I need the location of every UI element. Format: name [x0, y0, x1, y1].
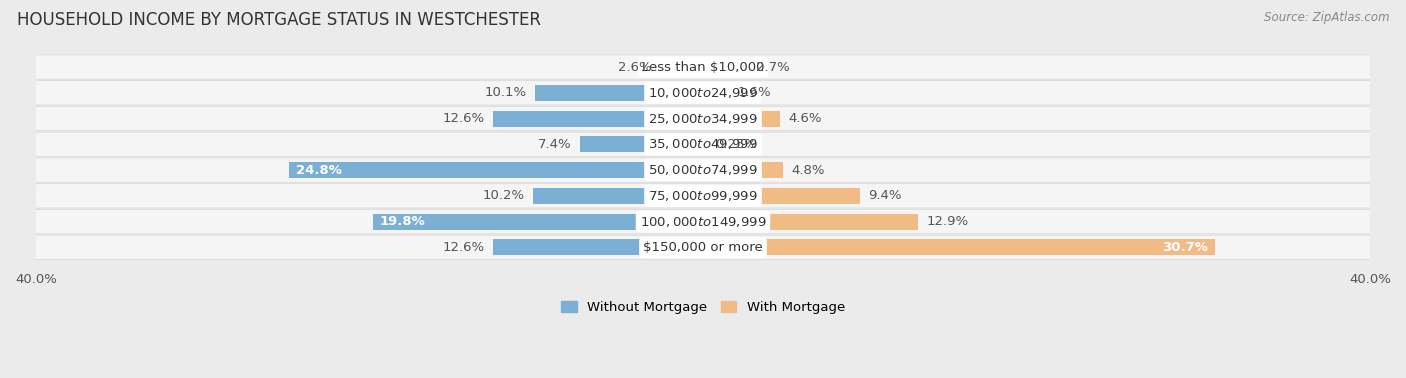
Bar [373, 214, 703, 229]
Text: 7.4%: 7.4% [537, 138, 571, 151]
Text: 12.6%: 12.6% [443, 241, 485, 254]
Text: $35,000 to $49,999: $35,000 to $49,999 [648, 137, 758, 151]
FancyBboxPatch shape [25, 107, 1381, 131]
FancyBboxPatch shape [25, 158, 1381, 182]
Text: $10,000 to $24,999: $10,000 to $24,999 [648, 86, 758, 100]
Bar [579, 136, 703, 152]
FancyBboxPatch shape [25, 235, 1381, 259]
Bar [703, 59, 748, 75]
Text: 2.7%: 2.7% [756, 60, 790, 74]
Text: 12.6%: 12.6% [443, 112, 485, 125]
FancyBboxPatch shape [25, 81, 1381, 105]
Bar [703, 111, 780, 127]
Bar [494, 111, 703, 127]
Text: Source: ZipAtlas.com: Source: ZipAtlas.com [1264, 11, 1389, 24]
Text: 30.7%: 30.7% [1163, 241, 1208, 254]
Text: 2.6%: 2.6% [617, 60, 651, 74]
Bar [290, 162, 703, 178]
Text: 4.8%: 4.8% [792, 164, 825, 177]
Text: $100,000 to $149,999: $100,000 to $149,999 [640, 215, 766, 229]
Bar [703, 85, 730, 101]
Text: 1.6%: 1.6% [738, 86, 772, 99]
Bar [703, 239, 1215, 256]
Text: 0.25%: 0.25% [716, 138, 758, 151]
FancyBboxPatch shape [25, 184, 1381, 208]
FancyBboxPatch shape [25, 209, 1381, 234]
Text: $50,000 to $74,999: $50,000 to $74,999 [648, 163, 758, 177]
Text: Less than $10,000: Less than $10,000 [641, 60, 765, 74]
Bar [703, 214, 918, 229]
Text: HOUSEHOLD INCOME BY MORTGAGE STATUS IN WESTCHESTER: HOUSEHOLD INCOME BY MORTGAGE STATUS IN W… [17, 11, 541, 29]
Bar [703, 188, 859, 204]
Text: 10.2%: 10.2% [482, 189, 524, 202]
Bar [494, 239, 703, 256]
Text: $75,000 to $99,999: $75,000 to $99,999 [648, 189, 758, 203]
Text: 4.6%: 4.6% [787, 112, 821, 125]
FancyBboxPatch shape [25, 55, 1381, 79]
Text: 9.4%: 9.4% [868, 189, 901, 202]
Bar [659, 59, 703, 75]
Bar [533, 188, 703, 204]
Text: 19.8%: 19.8% [380, 215, 425, 228]
Bar [703, 136, 707, 152]
Legend: Without Mortgage, With Mortgage: Without Mortgage, With Mortgage [555, 296, 851, 319]
Text: 10.1%: 10.1% [484, 86, 526, 99]
Bar [534, 85, 703, 101]
Bar [703, 162, 783, 178]
FancyBboxPatch shape [25, 132, 1381, 156]
Text: 12.9%: 12.9% [927, 215, 969, 228]
Text: $150,000 or more: $150,000 or more [643, 241, 763, 254]
Text: 24.8%: 24.8% [297, 164, 342, 177]
Text: $25,000 to $34,999: $25,000 to $34,999 [648, 112, 758, 125]
